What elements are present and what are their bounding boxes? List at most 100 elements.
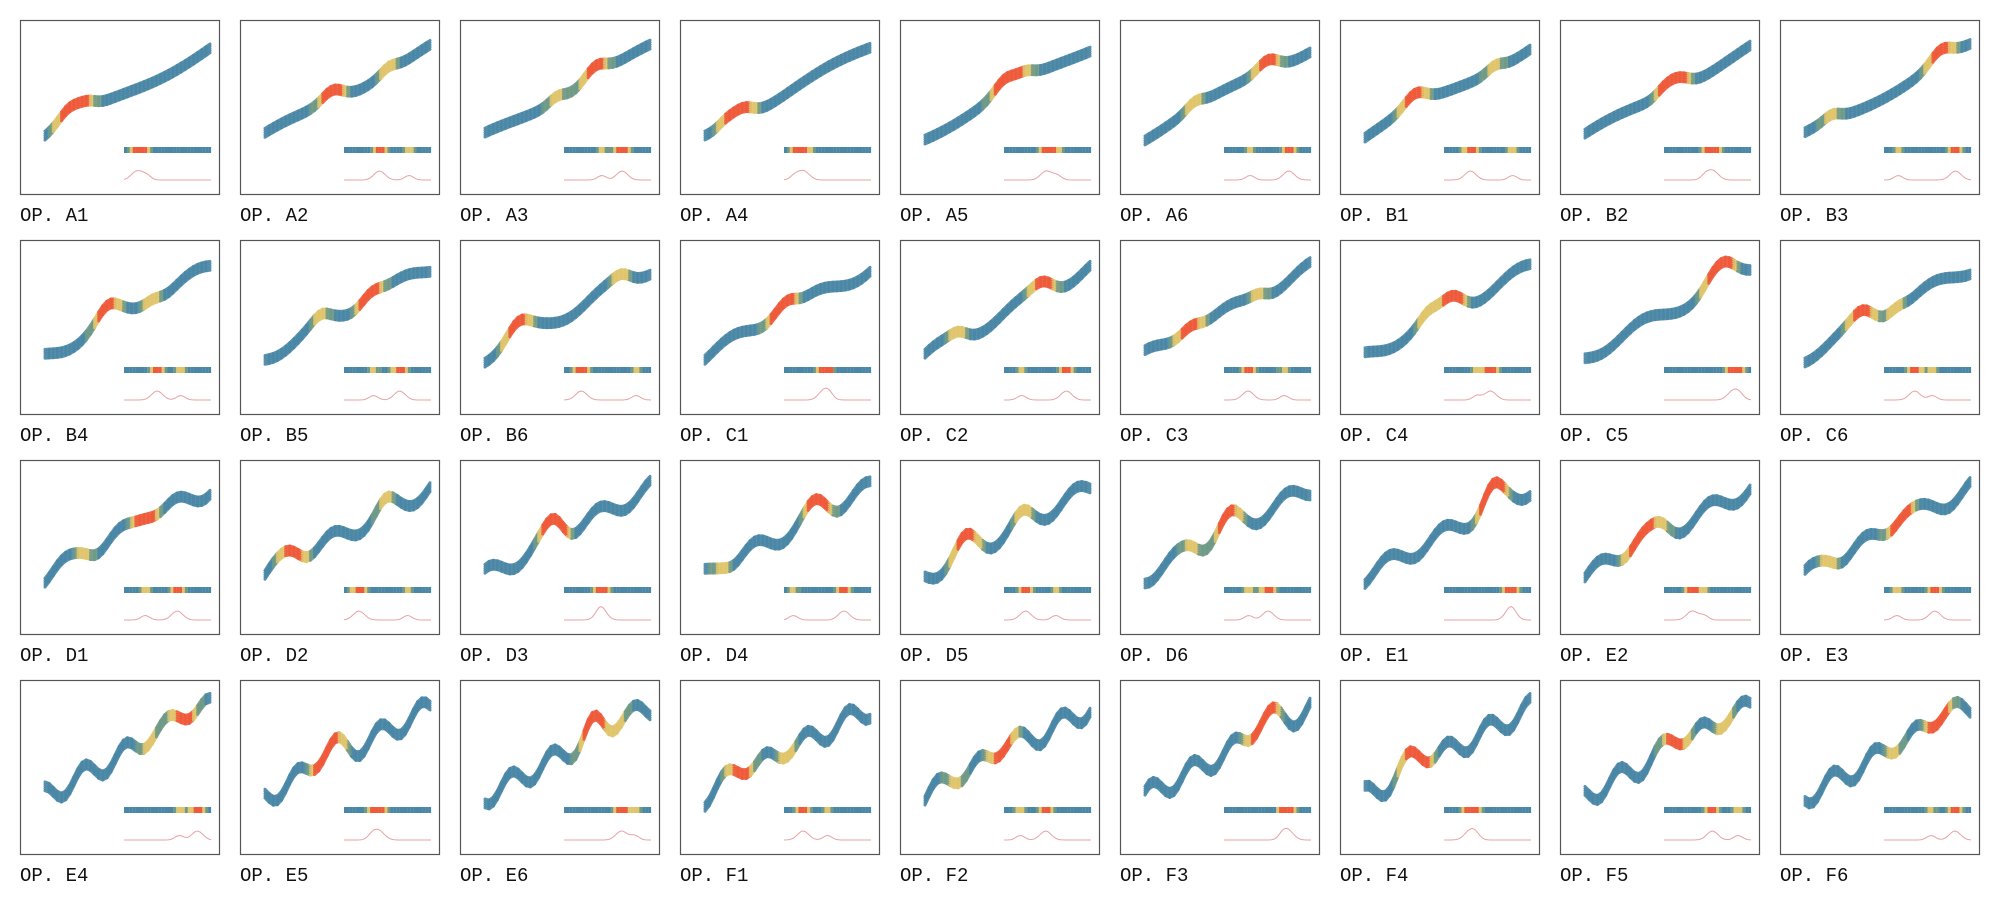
strip-cell	[396, 147, 400, 153]
strip-cell	[1499, 147, 1503, 153]
strip-cell	[407, 367, 411, 373]
strip-cell	[1279, 367, 1283, 373]
strip-cell	[138, 367, 142, 373]
panel: OP. C6	[1779, 239, 1981, 447]
panel-frame	[899, 239, 1101, 416]
strip-cell	[202, 587, 206, 593]
strip-cell	[824, 367, 828, 373]
strip-cell	[124, 367, 127, 373]
strip-cell	[1006, 367, 1010, 373]
strip-cell	[1006, 147, 1010, 153]
strip-cell	[1516, 147, 1520, 153]
strip-cell	[610, 587, 614, 593]
strip-cell	[1886, 367, 1890, 373]
strip-cell	[364, 367, 368, 373]
strip-cell	[1079, 147, 1083, 153]
strip-cell	[1924, 367, 1928, 373]
strip-cell	[1736, 147, 1740, 153]
strip-cell	[862, 147, 866, 153]
ribbon-segment	[424, 47, 432, 54]
panel-frame	[19, 239, 221, 416]
panel-label: OP. C4	[1340, 425, 1408, 447]
strip-cell	[821, 147, 825, 153]
strip-cell	[1669, 147, 1673, 153]
strip-cell	[813, 367, 816, 373]
strip-cell	[1490, 367, 1494, 373]
profile-line	[783, 169, 871, 181]
ribbon-segment	[1084, 54, 1092, 60]
strip-cell	[1704, 367, 1708, 373]
strip-cell	[569, 147, 573, 153]
strip-cell	[187, 367, 191, 373]
strip-cell	[789, 147, 793, 153]
strip-cell	[627, 147, 631, 153]
strip-cell	[361, 587, 365, 593]
strip-cell	[1724, 367, 1728, 373]
strip-cell	[1675, 367, 1679, 373]
strip-cell	[124, 587, 127, 593]
strip-cell	[384, 587, 388, 593]
strip-cell	[1499, 367, 1503, 373]
strip-cell	[132, 367, 136, 373]
panel: OP. D4	[679, 459, 881, 667]
strip-cell	[1698, 147, 1702, 153]
panel: OP. B3	[1779, 19, 1981, 227]
strip-cell	[167, 587, 171, 593]
strip-cell	[1041, 367, 1045, 373]
strip-cell	[416, 587, 420, 593]
strip-cell	[176, 587, 180, 593]
strip-cell	[593, 587, 596, 593]
panel: OP. B6	[459, 239, 661, 447]
strip-cell	[1038, 147, 1042, 153]
strip-cell	[1672, 367, 1676, 373]
strip-cell	[630, 587, 634, 593]
ribbon-segment	[204, 49, 212, 55]
strip-cell	[1035, 367, 1039, 373]
strip-cell	[384, 367, 388, 373]
strip-cell	[1464, 367, 1468, 373]
strip-cell	[179, 147, 183, 153]
strip-cell	[1062, 147, 1065, 153]
strip-cell	[1490, 147, 1494, 153]
strip-cell	[364, 147, 368, 153]
strip-cell	[593, 367, 596, 373]
strip-cell	[399, 587, 403, 593]
strip-cell	[413, 367, 417, 373]
strip-cell	[1727, 367, 1731, 373]
strip-cell	[1027, 147, 1031, 153]
strip-cell	[622, 147, 625, 153]
strip-cell	[601, 367, 605, 373]
strip-cell	[352, 147, 356, 153]
strip-cell	[1308, 367, 1312, 373]
ribbon-segment	[864, 46, 872, 51]
strip-cell	[1455, 147, 1459, 153]
strip-cell	[404, 147, 408, 153]
ribbon-segment	[1524, 265, 1532, 269]
strip-cell	[179, 367, 183, 373]
strip-cell	[375, 587, 379, 593]
strip-cell	[375, 147, 379, 153]
strip-cell	[1904, 367, 1908, 373]
panel-label: OP. D1	[20, 645, 88, 667]
strip-cell	[1461, 367, 1465, 373]
strip-cell	[604, 587, 608, 593]
strip-cell	[1704, 147, 1708, 153]
strip-cell	[833, 367, 837, 373]
strip-cell	[144, 367, 148, 373]
strip-cell	[587, 147, 591, 153]
strip-cell	[801, 367, 805, 373]
panel: OP. D1	[19, 459, 221, 667]
strip-cell	[853, 147, 857, 153]
strip-cell	[590, 147, 594, 153]
strip-cell	[1033, 367, 1036, 373]
panel-frame	[679, 239, 881, 416]
strip-cell	[1452, 367, 1456, 373]
strip-cell	[633, 147, 637, 153]
strip-cell	[349, 367, 353, 373]
strip-cell	[827, 367, 831, 373]
strip-cell	[399, 367, 403, 373]
strip-cell	[616, 587, 620, 593]
strip-cell	[633, 587, 637, 593]
strip-cell	[856, 367, 860, 373]
strip-cell	[1076, 367, 1080, 373]
